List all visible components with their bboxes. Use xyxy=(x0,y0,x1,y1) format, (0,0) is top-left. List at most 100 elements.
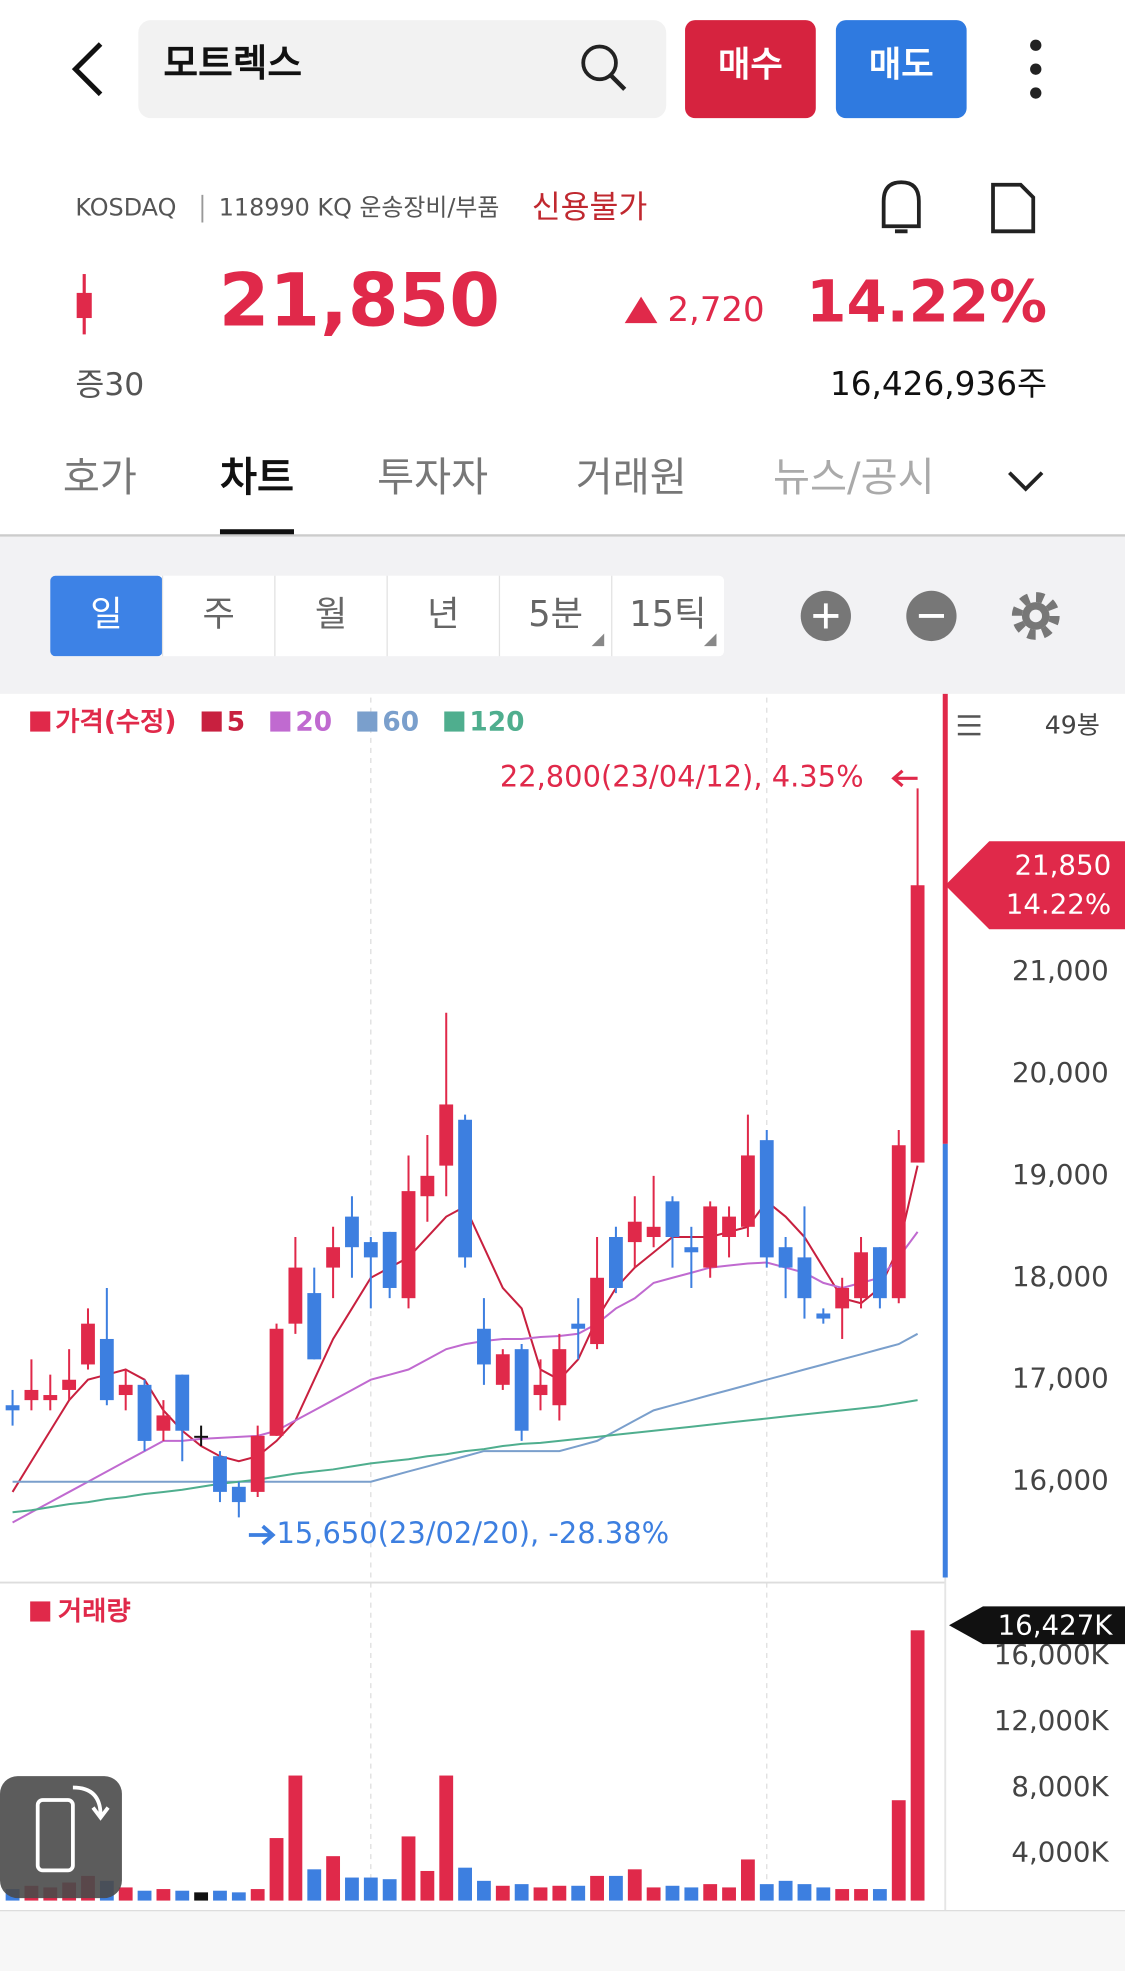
candle-body xyxy=(24,1389,39,1401)
tab-indicator xyxy=(219,529,294,536)
buy-label: 매수 xyxy=(718,45,783,86)
period-dropdown xyxy=(591,633,605,647)
sell-button[interactable] xyxy=(835,20,967,119)
volume-bar xyxy=(703,1884,718,1901)
candle-body xyxy=(533,1384,548,1396)
volume-bar xyxy=(891,1800,906,1901)
legend-label: 120 xyxy=(469,707,524,737)
period-option[interactable]: 5분 xyxy=(528,594,583,635)
candle-body xyxy=(740,1155,755,1227)
legend-label: 가격(수정) xyxy=(55,707,176,737)
candle-body xyxy=(854,1252,868,1299)
volume-bar xyxy=(854,1889,868,1901)
period-option[interactable]: 월 xyxy=(315,594,347,635)
volume-bar xyxy=(363,1877,378,1901)
volume-tag-label: 16,427K xyxy=(998,1609,1114,1642)
zoom-in-icon xyxy=(813,603,839,629)
low-annotation: 15,650(23/02/20), -28.38% xyxy=(277,1516,670,1550)
volume-bar xyxy=(458,1867,472,1901)
period-option[interactable]: 15틱 xyxy=(629,594,706,635)
candle-body xyxy=(420,1175,435,1197)
y-tick-label: 18,000 xyxy=(1012,1260,1109,1293)
volume-tick-label: 12,000K xyxy=(994,1704,1110,1737)
volume-bar xyxy=(684,1887,699,1901)
volume-bar xyxy=(250,1889,265,1901)
back-button[interactable] xyxy=(71,42,103,97)
tab[interactable]: 뉴스/공시 xyxy=(773,455,935,501)
candle-body xyxy=(797,1257,812,1299)
candle-body xyxy=(231,1486,246,1503)
period-option[interactable]: 년 xyxy=(427,594,459,635)
candle-body xyxy=(382,1231,397,1288)
chart-menu[interactable] xyxy=(957,715,981,736)
candle-body xyxy=(514,1349,529,1431)
volume-bar xyxy=(307,1869,322,1901)
candle-body xyxy=(439,1104,454,1166)
volume-bar xyxy=(477,1880,491,1901)
volume-bar xyxy=(269,1838,284,1901)
volume-bar xyxy=(156,1889,171,1901)
volume-tag xyxy=(949,1606,1125,1645)
search-icon[interactable] xyxy=(581,44,618,82)
candle-body xyxy=(778,1247,793,1268)
high-annotation: 22,800(23/04/12), 4.35% xyxy=(500,759,864,793)
legend-swatch xyxy=(30,1601,51,1622)
rotate-button[interactable] xyxy=(0,1776,122,1899)
period-option[interactable]: 주 xyxy=(203,594,235,635)
sell-label: 매도 xyxy=(869,45,934,86)
search-box[interactable] xyxy=(138,20,667,119)
candle-body xyxy=(646,1226,661,1238)
candle-body xyxy=(458,1119,472,1258)
moving-average-line xyxy=(12,1399,918,1514)
high-arrow xyxy=(891,769,918,788)
volume-legend: 거래량 xyxy=(58,1597,131,1627)
candle-body xyxy=(401,1191,416,1299)
candle-body xyxy=(835,1287,850,1309)
volume-bar xyxy=(910,1630,925,1901)
volume-bar xyxy=(194,1892,209,1901)
credit-status: 신용불가 xyxy=(532,190,648,226)
price-tag xyxy=(945,841,1125,930)
bar-count: 49봉 xyxy=(1045,711,1100,740)
volume-bar xyxy=(627,1869,642,1901)
candle-body xyxy=(269,1328,284,1436)
candle-body xyxy=(175,1374,190,1431)
period-option[interactable]: 일 xyxy=(90,594,122,635)
volume-tick-label: 4,000K xyxy=(1011,1836,1109,1869)
more-menu[interactable] xyxy=(1030,39,1042,99)
candle-body xyxy=(250,1435,265,1492)
volume-bar xyxy=(778,1880,793,1901)
buy-button[interactable] xyxy=(685,20,816,119)
alarm-icon[interactable] xyxy=(881,180,921,234)
candle-body xyxy=(590,1277,604,1345)
volume-bar xyxy=(872,1889,887,1901)
candle-body xyxy=(213,1456,227,1492)
period-group: 일 주 월 년 5분 15틱 xyxy=(50,575,717,657)
volume-bar xyxy=(118,1887,133,1901)
tab-bar: 호가 차트 투자자 거래원 뉴스/공시 xyxy=(63,455,935,536)
legend-swatch xyxy=(270,711,291,732)
tab[interactable]: 호가 xyxy=(63,455,137,501)
margin-rate: 증30 xyxy=(75,367,144,403)
tab[interactable]: 거래원 xyxy=(576,455,687,501)
volume-bar xyxy=(175,1890,190,1901)
legend-label: 20 xyxy=(295,707,332,737)
volume-bar xyxy=(439,1775,454,1901)
legend-label: 5 xyxy=(227,707,245,737)
tab-expand[interactable] xyxy=(1008,471,1044,492)
legend-swatch xyxy=(30,711,51,732)
candle-body xyxy=(326,1247,341,1268)
candle-body xyxy=(891,1145,906,1299)
candle-body xyxy=(665,1201,680,1238)
volume-bar xyxy=(326,1856,341,1901)
candle-body xyxy=(118,1384,133,1396)
volume-bar xyxy=(816,1887,831,1901)
memo-icon[interactable] xyxy=(991,182,1036,234)
candle-body xyxy=(910,885,925,1163)
y-tick-label: 19,000 xyxy=(1012,1158,1109,1191)
tab[interactable]: 투자자 xyxy=(377,455,488,501)
tab[interactable]: 차트 xyxy=(220,455,294,501)
candle-body xyxy=(62,1379,77,1390)
